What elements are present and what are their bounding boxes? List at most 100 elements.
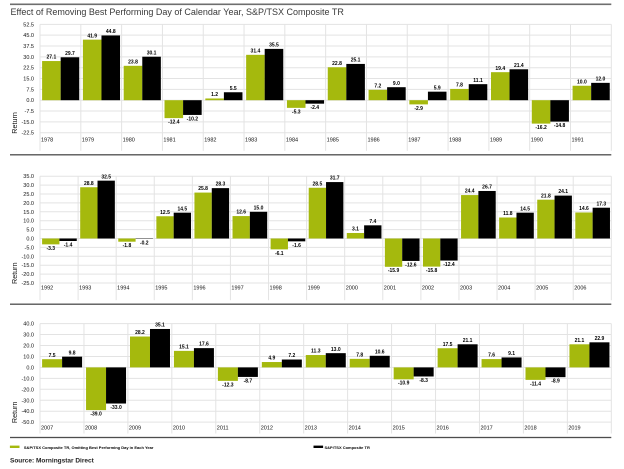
svg-text:7.2: 7.2 <box>374 83 381 89</box>
svg-text:10.0: 10.0 <box>23 354 34 360</box>
svg-text:2015: 2015 <box>393 425 405 431</box>
svg-text:15.0: 15.0 <box>254 205 264 211</box>
svg-text:17.3: 17.3 <box>596 201 606 207</box>
svg-text:1992: 1992 <box>41 285 53 291</box>
svg-text:5.5: 5.5 <box>230 86 237 92</box>
svg-text:7.2: 7.2 <box>288 353 295 359</box>
svg-text:9.1: 9.1 <box>508 351 515 357</box>
svg-text:52.5: 52.5 <box>23 22 34 28</box>
svg-text:0.0: 0.0 <box>26 365 34 371</box>
svg-text:2010: 2010 <box>173 425 185 431</box>
svg-text:10.0: 10.0 <box>23 219 34 225</box>
svg-text:41.9: 41.9 <box>87 33 97 39</box>
svg-text:7.5: 7.5 <box>49 353 56 359</box>
svg-text:-10.0: -10.0 <box>21 376 34 382</box>
svg-text:-5.0: -5.0 <box>25 245 34 251</box>
svg-text:-8.7: -8.7 <box>244 378 253 384</box>
svg-text:32.5: 32.5 <box>101 174 111 180</box>
svg-text:1978: 1978 <box>41 137 53 143</box>
svg-text:-2.4: -2.4 <box>310 105 319 111</box>
svg-text:9.8: 9.8 <box>69 350 76 356</box>
svg-text:1985: 1985 <box>327 137 339 143</box>
svg-text:-12.4: -12.4 <box>443 262 455 268</box>
svg-text:2005: 2005 <box>536 285 548 291</box>
svg-text:-20.0: -20.0 <box>21 272 34 278</box>
svg-text:31.4: 31.4 <box>251 48 261 54</box>
svg-text:27.1: 27.1 <box>47 55 57 61</box>
svg-text:21.4: 21.4 <box>514 63 524 69</box>
svg-text:Effect of Removing Best Perfor: Effect of Removing Best Performing Day o… <box>11 7 345 17</box>
svg-text:7.4: 7.4 <box>369 219 376 225</box>
svg-text:2009: 2009 <box>129 425 141 431</box>
svg-text:2019: 2019 <box>568 425 580 431</box>
svg-text:12.6: 12.6 <box>236 210 246 216</box>
svg-text:1993: 1993 <box>79 285 91 291</box>
svg-text:1987: 1987 <box>408 137 420 143</box>
svg-text:29.7: 29.7 <box>65 51 75 57</box>
svg-text:28.2: 28.2 <box>135 330 145 336</box>
svg-text:24.1: 24.1 <box>558 189 568 195</box>
svg-text:25.0: 25.0 <box>23 192 34 198</box>
svg-text:-39.0: -39.0 <box>90 412 102 418</box>
svg-text:14.6: 14.6 <box>579 206 589 212</box>
svg-text:2004: 2004 <box>498 285 510 291</box>
svg-text:15.1: 15.1 <box>179 344 189 350</box>
svg-text:9.0: 9.0 <box>393 81 400 87</box>
svg-text:45.0: 45.0 <box>23 33 34 39</box>
svg-text:17.6: 17.6 <box>199 342 209 348</box>
svg-text:Return: Return <box>10 112 19 134</box>
svg-text:S&P/TSX Composite TR: S&P/TSX Composite TR <box>325 445 370 450</box>
svg-text:21.8: 21.8 <box>541 193 551 199</box>
svg-text:2014: 2014 <box>349 425 361 431</box>
svg-text:12.0: 12.0 <box>596 76 606 82</box>
svg-text:-30.0: -30.0 <box>21 398 34 404</box>
svg-text:0.0: 0.0 <box>26 237 34 243</box>
svg-text:3.1: 3.1 <box>352 227 359 233</box>
svg-text:1988: 1988 <box>449 137 461 143</box>
svg-text:-12.3: -12.3 <box>222 382 234 388</box>
svg-text:11.8: 11.8 <box>503 211 513 217</box>
svg-text:1986: 1986 <box>367 137 379 143</box>
svg-text:-15.0: -15.0 <box>21 263 34 269</box>
svg-text:28.8: 28.8 <box>84 181 94 187</box>
svg-text:19.4: 19.4 <box>495 66 505 72</box>
svg-text:1996: 1996 <box>193 285 205 291</box>
svg-text:1.2: 1.2 <box>211 92 218 98</box>
svg-text:21.1: 21.1 <box>575 338 585 344</box>
svg-text:-8.3: -8.3 <box>419 378 428 384</box>
svg-text:37.5: 37.5 <box>23 44 34 50</box>
svg-text:-10.2: -10.2 <box>187 116 199 122</box>
svg-text:-1.6: -1.6 <box>292 243 301 249</box>
svg-text:22.9: 22.9 <box>595 336 605 342</box>
svg-text:7.5: 7.5 <box>26 87 34 93</box>
svg-text:2017: 2017 <box>480 425 492 431</box>
svg-text:-2.9: -2.9 <box>414 106 423 112</box>
svg-text:1991: 1991 <box>571 137 583 143</box>
svg-text:1990: 1990 <box>531 137 543 143</box>
svg-text:44.8: 44.8 <box>106 29 116 35</box>
svg-text:13.0: 13.0 <box>331 347 341 353</box>
svg-text:-0.2: -0.2 <box>140 240 149 246</box>
svg-text:-10.9: -10.9 <box>398 381 410 387</box>
svg-text:-25.0: -25.0 <box>21 281 34 287</box>
svg-text:2006: 2006 <box>574 285 586 291</box>
svg-text:1995: 1995 <box>155 285 167 291</box>
svg-text:10.6: 10.6 <box>375 349 385 355</box>
svg-text:-7.5: -7.5 <box>25 109 34 115</box>
svg-text:2018: 2018 <box>524 425 536 431</box>
svg-text:-20.0: -20.0 <box>21 387 34 393</box>
svg-text:2012: 2012 <box>261 425 273 431</box>
svg-text:2011: 2011 <box>217 425 229 431</box>
svg-text:7.6: 7.6 <box>488 353 495 359</box>
svg-text:-50.0: -50.0 <box>21 420 34 426</box>
svg-text:35.0: 35.0 <box>23 174 34 180</box>
svg-text:-12.4: -12.4 <box>168 120 180 126</box>
svg-text:2013: 2013 <box>305 425 317 431</box>
svg-text:1998: 1998 <box>270 285 282 291</box>
svg-text:30.0: 30.0 <box>23 55 34 61</box>
svg-text:2002: 2002 <box>422 285 434 291</box>
svg-text:2016: 2016 <box>437 425 449 431</box>
svg-text:1982: 1982 <box>204 137 216 143</box>
svg-text:14.5: 14.5 <box>520 206 530 212</box>
svg-text:Source: Morningstar Direct: Source: Morningstar Direct <box>10 457 95 464</box>
